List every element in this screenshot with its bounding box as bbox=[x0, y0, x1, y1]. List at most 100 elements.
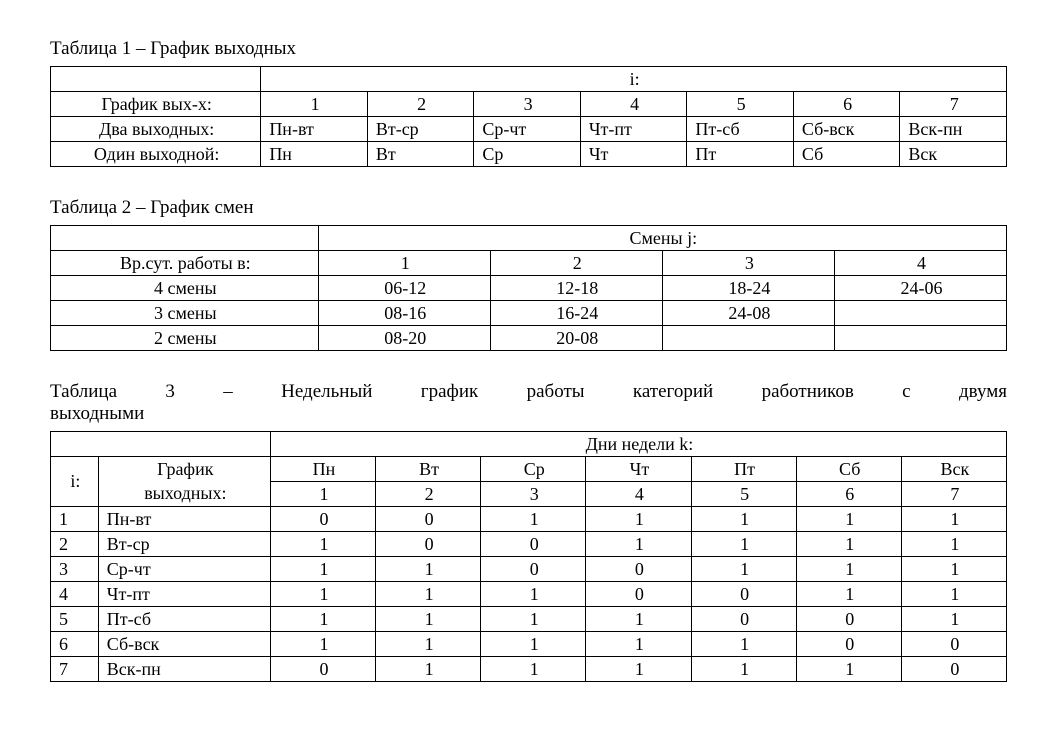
cell: 0 bbox=[796, 632, 901, 657]
day-num: 5 bbox=[691, 482, 796, 507]
day-num: 4 bbox=[586, 482, 691, 507]
table-row: 6Сб-вск1111100 bbox=[51, 632, 1007, 657]
cell: 1 bbox=[376, 557, 481, 582]
table-row: 2 смены 08-20 20-08 bbox=[51, 326, 1007, 351]
cell: 1 bbox=[901, 557, 1006, 582]
col-num: 1 bbox=[261, 92, 368, 117]
cell bbox=[662, 326, 834, 351]
cell-sched: Пт-сб bbox=[98, 607, 270, 632]
day-num: 1 bbox=[270, 482, 375, 507]
day-num: 7 bbox=[901, 482, 1006, 507]
cell-i: 3 bbox=[51, 557, 99, 582]
header-i: i: bbox=[261, 67, 1007, 92]
col-i: i: bbox=[51, 457, 99, 507]
cell: 0 bbox=[691, 607, 796, 632]
col-num: 1 bbox=[318, 251, 490, 276]
cell: 1 bbox=[796, 582, 901, 607]
cell: 24-08 bbox=[662, 301, 834, 326]
row-label: График bbox=[98, 457, 270, 482]
table-row: Дни недели k: bbox=[51, 432, 1007, 457]
day-num: 2 bbox=[376, 482, 481, 507]
table3-caption: Таблица 3 – Недельный график работы кате… bbox=[50, 381, 1007, 425]
cell: Пн-вт bbox=[261, 117, 368, 142]
cell-i: 7 bbox=[51, 657, 99, 682]
cell: Вск bbox=[900, 142, 1007, 167]
col-num: 3 bbox=[662, 251, 834, 276]
day-num: 3 bbox=[481, 482, 586, 507]
day-name: Пт bbox=[691, 457, 796, 482]
cell: 12-18 bbox=[490, 276, 662, 301]
cell: 1 bbox=[901, 607, 1006, 632]
cell: 1 bbox=[481, 607, 586, 632]
cell: Ср bbox=[474, 142, 581, 167]
cell-sched: Вск-пн bbox=[98, 657, 270, 682]
cell: Вт-ср bbox=[367, 117, 474, 142]
table3-caption-line2: выходными bbox=[50, 403, 1007, 425]
day-num: 6 bbox=[796, 482, 901, 507]
row-label: График вых-х: bbox=[51, 92, 261, 117]
cell: 1 bbox=[901, 532, 1006, 557]
cell: Сб bbox=[793, 142, 900, 167]
cell: Ср-чт bbox=[474, 117, 581, 142]
row-label: 3 смены bbox=[51, 301, 319, 326]
cell: 1 bbox=[796, 557, 901, 582]
table-row: 3 смены 08-16 16-24 24-08 bbox=[51, 301, 1007, 326]
cell: 1 bbox=[796, 532, 901, 557]
cell-i: 2 bbox=[51, 532, 99, 557]
cell: 18-24 bbox=[662, 276, 834, 301]
col-num: 6 bbox=[793, 92, 900, 117]
cell: 1 bbox=[586, 507, 691, 532]
table1: i: График вых-х: 1 2 3 4 5 6 7 Два выход… bbox=[50, 66, 1007, 167]
day-name: Сб bbox=[796, 457, 901, 482]
cell: 1 bbox=[270, 582, 375, 607]
table-row: 5Пт-сб1111001 bbox=[51, 607, 1007, 632]
cell: 16-24 bbox=[490, 301, 662, 326]
cell: Вт bbox=[367, 142, 474, 167]
cell: 1 bbox=[796, 507, 901, 532]
cell: 20-08 bbox=[490, 326, 662, 351]
cell: Чт-пт bbox=[580, 117, 687, 142]
col-num: 2 bbox=[367, 92, 474, 117]
cell-i: 6 bbox=[51, 632, 99, 657]
cell: Вск-пн bbox=[900, 117, 1007, 142]
cell: 1 bbox=[586, 657, 691, 682]
cell: Пн bbox=[261, 142, 368, 167]
cell: 1 bbox=[481, 657, 586, 682]
table3-caption-line1: Таблица 3 – Недельный график работы кате… bbox=[50, 381, 1007, 402]
table-row: Два выходных: Пн-вт Вт-ср Ср-чт Чт-пт Пт… bbox=[51, 117, 1007, 142]
table-row: 4Чт-пт1110011 bbox=[51, 582, 1007, 607]
day-name: Пн bbox=[270, 457, 375, 482]
cell: 1 bbox=[691, 507, 796, 532]
day-name: Чт bbox=[586, 457, 691, 482]
cell: 1 bbox=[691, 657, 796, 682]
cell: 0 bbox=[586, 582, 691, 607]
row-label: 4 смены bbox=[51, 276, 319, 301]
cell-sched: Чт-пт bbox=[98, 582, 270, 607]
table-row: i: bbox=[51, 67, 1007, 92]
table2: Смены j: Вр.сут. работы в: 1 2 3 4 4 сме… bbox=[50, 225, 1007, 351]
row-label: Вр.сут. работы в: bbox=[51, 251, 319, 276]
cell: 1 bbox=[901, 582, 1006, 607]
cell: 1 bbox=[270, 532, 375, 557]
row-label: 2 смены bbox=[51, 326, 319, 351]
table-row: 4 смены 06-12 12-18 18-24 24-06 bbox=[51, 276, 1007, 301]
cell-sched: Сб-вск bbox=[98, 632, 270, 657]
cell: 0 bbox=[901, 657, 1006, 682]
row-label: Два выходных: bbox=[51, 117, 261, 142]
table2-caption: Таблица 2 – График смен bbox=[50, 197, 1007, 219]
cell bbox=[834, 326, 1006, 351]
blank-cell bbox=[51, 67, 261, 92]
table-row: 7Вск-пн0111110 bbox=[51, 657, 1007, 682]
cell: 1 bbox=[270, 607, 375, 632]
cell: 1 bbox=[376, 632, 481, 657]
cell: 0 bbox=[376, 507, 481, 532]
cell: Сб-вск bbox=[793, 117, 900, 142]
table-row: 3Ср-чт1100111 bbox=[51, 557, 1007, 582]
table-row: 1Пн-вт0011111 bbox=[51, 507, 1007, 532]
cell: 1 bbox=[691, 557, 796, 582]
table3: Дни недели k: i: График Пн Вт Ср Чт Пт С… bbox=[50, 431, 1007, 682]
cell-i: 5 bbox=[51, 607, 99, 632]
day-name: Вск bbox=[901, 457, 1006, 482]
cell: 1 bbox=[691, 632, 796, 657]
cell: 0 bbox=[796, 607, 901, 632]
